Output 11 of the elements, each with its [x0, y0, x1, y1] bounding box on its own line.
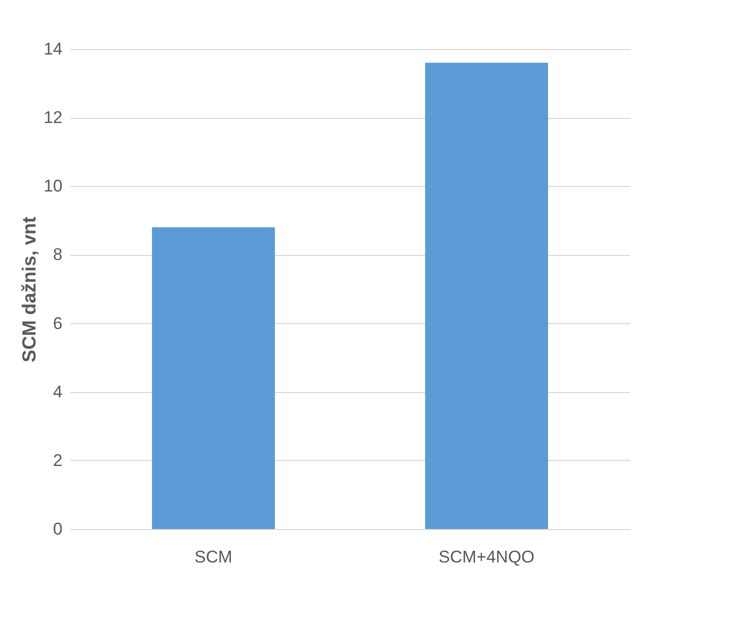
y-axis-title: SCM dažnis, vnt	[20, 216, 41, 362]
y-tick-label: 12	[44, 108, 62, 128]
y-tick-label: 0	[53, 520, 62, 538]
y-tick-label: 2	[53, 450, 62, 470]
y-tick-label: 8	[53, 245, 62, 264]
y-tick-label: 10	[44, 176, 62, 196]
x-tick-label: SCM	[194, 548, 232, 566]
y-tick-label: 6	[53, 314, 62, 333]
x-tick-label: SCM+4NQO	[438, 548, 535, 566]
y-tick-label: 4	[53, 382, 62, 402]
y-tick-label: 14	[44, 40, 62, 58]
